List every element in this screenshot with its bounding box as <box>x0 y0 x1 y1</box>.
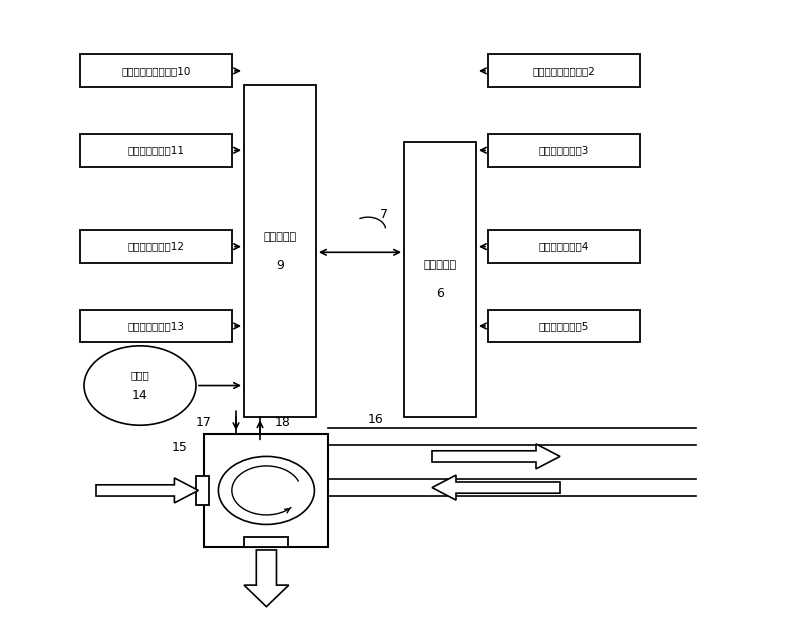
Bar <box>80 310 232 342</box>
Text: 室外湿度传感暇11: 室外湿度传感暇11 <box>127 145 185 155</box>
Text: 9: 9 <box>276 258 284 272</box>
Polygon shape <box>244 550 289 606</box>
Text: 室外粉尘传感暇12: 室外粉尘传感暇12 <box>127 242 185 251</box>
Bar <box>488 134 640 167</box>
Text: 室内空气质量传感杨2: 室内空气质量传感杨2 <box>533 66 595 76</box>
Text: 室内主芯片: 室内主芯片 <box>423 260 457 270</box>
Text: 室内粉尘传感杨4: 室内粉尘传感杨4 <box>539 242 589 251</box>
Text: 15: 15 <box>172 441 188 454</box>
Text: 6: 6 <box>436 287 444 300</box>
Text: 14: 14 <box>132 389 148 402</box>
Text: 室外温度传感暇13: 室外温度传感暇13 <box>127 321 185 331</box>
Text: 室外空气质量传感暇10: 室外空气质量传感暇10 <box>122 66 190 76</box>
Text: 16: 16 <box>368 413 384 426</box>
Bar <box>80 55 232 88</box>
Text: 17: 17 <box>196 416 212 429</box>
Bar <box>80 231 232 263</box>
Text: 7: 7 <box>380 208 388 221</box>
Text: 压缩机: 压缩机 <box>130 370 150 380</box>
Bar <box>80 134 232 167</box>
Text: 室外主芯片: 室外主芯片 <box>263 232 297 242</box>
Text: 室内湿度传感杨3: 室内湿度传感杨3 <box>539 145 589 155</box>
Bar <box>404 142 476 417</box>
Text: 室内温度传感杨5: 室内温度传感杨5 <box>539 321 589 331</box>
Polygon shape <box>432 444 560 469</box>
Text: 18: 18 <box>274 416 290 429</box>
Bar <box>204 434 328 547</box>
Polygon shape <box>96 478 198 503</box>
Bar <box>245 537 288 547</box>
Bar <box>196 476 209 505</box>
Bar <box>488 310 640 342</box>
Bar <box>244 85 316 417</box>
Bar <box>488 231 640 263</box>
Polygon shape <box>432 475 560 500</box>
Bar <box>488 55 640 88</box>
